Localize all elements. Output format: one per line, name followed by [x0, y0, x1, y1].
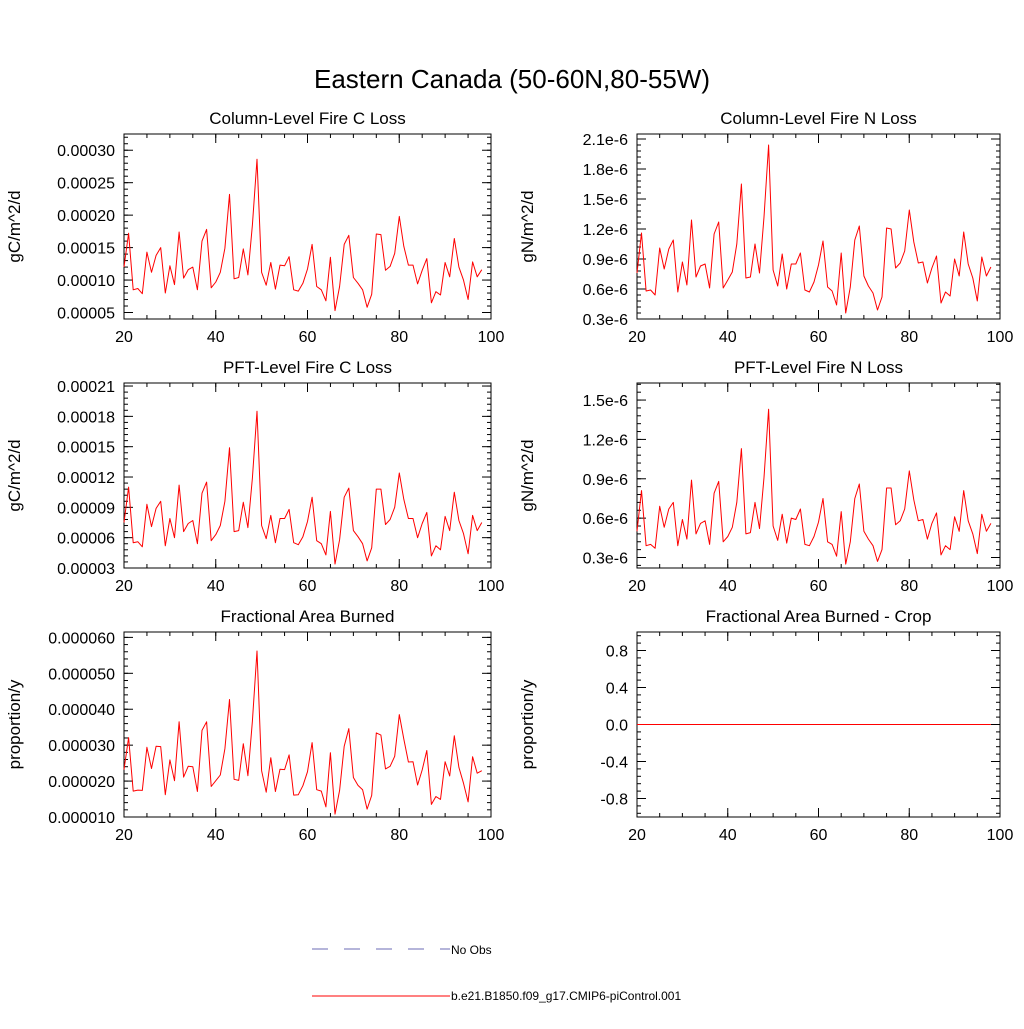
- panel-title: Fractional Area Burned: [221, 607, 395, 626]
- y-tick-label: 0.00006: [57, 531, 115, 548]
- x-tick-label: 60: [299, 578, 317, 595]
- y-tick-label: 0.00003: [57, 561, 115, 578]
- legend-model-label: b.e21.B1850.f09_g17.CMIP6-piControl.001: [451, 989, 681, 1003]
- series-line-1: [123, 650, 483, 815]
- series-line-1: [636, 144, 992, 314]
- y-tick-label: 0.9e-6: [583, 472, 628, 489]
- series-line-1: [123, 410, 483, 565]
- chart-panel-4: 20 40 60 80 100 0.3e-6 0.6e-6 0.9e-6 1.2e-6 1.5e-…: [518, 358, 1013, 595]
- x-tick-label: 40: [207, 578, 225, 595]
- figure-title: Eastern Canada (50-60N,80-55W): [314, 64, 710, 94]
- x-tick-label: 20: [115, 827, 133, 844]
- plot-frame: [636, 382, 1001, 569]
- x-tick-label: 80: [390, 827, 408, 844]
- y-tick-label: 0.000040: [48, 702, 115, 719]
- x-tick-label: 80: [900, 578, 918, 595]
- y-tick-label: 0.00015: [57, 440, 115, 457]
- y-tick-label: 0.000020: [48, 774, 115, 791]
- x-tick-label: 60: [810, 329, 828, 346]
- chart-panel-6: 20 40 60 80 100 -0.8 -0.4 0.0 0.4 0.8 Fractional A…: [518, 607, 1013, 844]
- x-tick-label: 100: [987, 578, 1014, 595]
- y-tick-label: 1.5e-6: [583, 393, 628, 410]
- x-tick-label: 40: [719, 827, 737, 844]
- y-tick-label: 0.8: [606, 644, 628, 661]
- y-tick-label: 0.6e-6: [583, 282, 628, 299]
- y-tick-label: 0.00012: [57, 470, 115, 487]
- x-tick-label: 40: [719, 329, 737, 346]
- panel-title: PFT-Level Fire N Loss: [734, 358, 903, 377]
- y-tick-label: -0.4: [600, 755, 628, 772]
- y-tick-label: 0.3e-6: [583, 551, 628, 568]
- x-tick-label: 20: [115, 578, 133, 595]
- y-tick-label: 0.00010: [57, 273, 115, 290]
- x-tick-label: 60: [299, 329, 317, 346]
- chart-panel-5: 20 40 60 80 100 0.000010 0.000020 0.000030 0.000…: [5, 607, 504, 844]
- y-tick-label: 0.00015: [57, 241, 115, 258]
- y-tick-label: 0.00020: [57, 208, 115, 225]
- y-tick-label: -0.8: [600, 792, 628, 809]
- y-tick-label: 0.00009: [57, 500, 115, 517]
- x-tick-label: 80: [900, 827, 918, 844]
- y-axis-label: gC/m^2/d: [5, 190, 24, 262]
- legend: No Obs b.e21.B1850.f09_g17.CMIP6-piContr…: [312, 943, 681, 1003]
- x-tick-label: 100: [478, 827, 505, 844]
- y-axis-label: proportion/y: [518, 679, 537, 769]
- x-tick-label: 60: [299, 827, 317, 844]
- legend-obs-label: No Obs: [451, 943, 492, 957]
- y-axis-label: proportion/y: [5, 679, 24, 769]
- x-tick-label: 100: [987, 827, 1014, 844]
- x-tick-label: 40: [207, 827, 225, 844]
- panel-title: Column-Level Fire N Loss: [720, 109, 917, 128]
- x-tick-label: 20: [628, 329, 646, 346]
- series-line-1: [123, 158, 483, 312]
- x-tick-label: 100: [478, 329, 505, 346]
- y-tick-label: 0.0: [606, 718, 628, 735]
- y-tick-label: 0.00005: [57, 306, 115, 323]
- y-tick-label: 0.4: [606, 681, 628, 698]
- y-tick-label: 2.1e-6: [583, 132, 628, 149]
- chart-panel-1: 20 40 60 80 100 0.00005 0.00010 0.00015 0.00020 0…: [5, 109, 504, 346]
- chart-panel-2: 20 40 60 80 100 0.3e-6 0.6e-6 0.9e-6 1.2e-6 1.5e-…: [518, 109, 1013, 346]
- x-tick-label: 40: [207, 329, 225, 346]
- y-tick-label: 0.00021: [57, 379, 115, 396]
- y-axis-label: gN/m^2/d: [518, 439, 537, 511]
- y-tick-label: 0.000010: [48, 810, 115, 827]
- x-tick-label: 60: [810, 827, 828, 844]
- x-tick-label: 60: [810, 578, 828, 595]
- y-axis-label: gN/m^2/d: [518, 190, 537, 262]
- y-tick-label: 0.000030: [48, 738, 115, 755]
- chart-panel-3: 20 40 60 80 100 0.00003 0.00006 0.00009 0.00012 0…: [5, 358, 504, 595]
- x-tick-label: 80: [900, 329, 918, 346]
- plot-frame: [123, 382, 492, 569]
- panels: 20 40 60 80 100 0.00005 0.00010 0.00015 0.00020 0…: [5, 109, 1013, 844]
- y-tick-label: 0.00025: [57, 176, 115, 193]
- y-tick-label: 1.8e-6: [583, 162, 628, 179]
- x-tick-label: 80: [390, 578, 408, 595]
- x-tick-label: 40: [719, 578, 737, 595]
- y-tick-label: 0.00018: [57, 409, 115, 426]
- panel-title: Column-Level Fire C Loss: [209, 109, 406, 128]
- y-tick-label: 0.000050: [48, 666, 115, 683]
- panel-title: PFT-Level Fire C Loss: [223, 358, 392, 377]
- y-tick-label: 1.5e-6: [583, 192, 628, 209]
- panel-title: Fractional Area Burned - Crop: [706, 607, 932, 626]
- x-tick-label: 20: [628, 827, 646, 844]
- x-tick-label: 100: [478, 578, 505, 595]
- x-tick-label: 20: [628, 578, 646, 595]
- y-tick-label: 1.2e-6: [583, 222, 628, 239]
- series-line-1: [636, 408, 992, 565]
- y-tick-label: 0.00030: [57, 143, 115, 160]
- y-tick-label: 0.3e-6: [583, 312, 628, 329]
- y-tick-label: 0.000060: [48, 630, 115, 647]
- x-tick-label: 100: [987, 329, 1014, 346]
- x-tick-label: 80: [390, 329, 408, 346]
- y-axis-label: gC/m^2/d: [5, 439, 24, 511]
- y-tick-label: 0.6e-6: [583, 511, 628, 528]
- x-tick-label: 20: [115, 329, 133, 346]
- y-tick-label: 1.2e-6: [583, 432, 628, 449]
- y-tick-label: 0.9e-6: [583, 252, 628, 269]
